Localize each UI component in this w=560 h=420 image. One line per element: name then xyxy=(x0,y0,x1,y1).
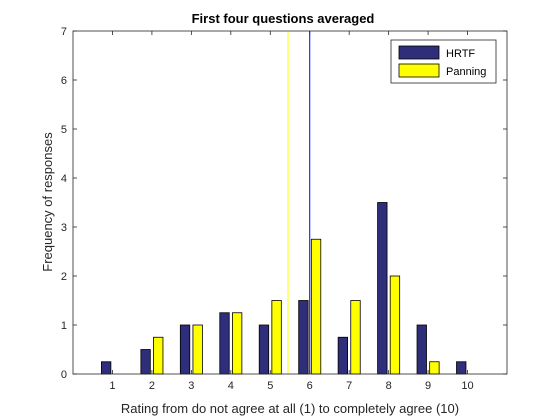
x-tick-label: 6 xyxy=(307,380,313,392)
plot-area xyxy=(73,31,507,374)
y-tick-label: 5 xyxy=(61,124,67,136)
bar-panning-6 xyxy=(310,238,322,375)
y-tick-label: 6 xyxy=(61,75,67,87)
bar-hrtf-3 xyxy=(179,324,191,375)
ticks-layer: 1 2 3 4 5 6 7 8 9 10 0 1 2 3 4 5 6 7 xyxy=(61,26,507,392)
bar-hrtf-7 xyxy=(337,336,349,375)
x-tick-label: 8 xyxy=(386,380,392,392)
x-tick-label: 4 xyxy=(228,380,234,392)
x-tick-label: 10 xyxy=(461,380,473,392)
bar-hrtf-5 xyxy=(258,324,270,375)
bar-hrtf-9 xyxy=(416,324,427,375)
legend-swatch-hrtf xyxy=(398,45,440,60)
bar-panning-8 xyxy=(389,275,401,375)
bar-hrtf-1 xyxy=(101,361,112,375)
y-axis-label: Frequency of responses xyxy=(40,132,55,272)
legend-label-panning: Panning xyxy=(446,66,486,78)
x-tick-label: 1 xyxy=(109,380,115,392)
x-tick-label: 7 xyxy=(346,380,352,392)
x-tick-label: 2 xyxy=(149,380,155,392)
y-tick-label: 2 xyxy=(61,271,67,283)
bar-hrtf-8 xyxy=(377,202,388,375)
x-tick-label: 3 xyxy=(188,380,194,392)
bar-panning-3 xyxy=(192,324,203,375)
y-tick-label: 7 xyxy=(61,26,67,38)
y-tick-label: 4 xyxy=(61,173,67,185)
bar-hrtf-2 xyxy=(140,349,151,375)
y-tick-label: 0 xyxy=(61,369,67,381)
mean-lines-layer xyxy=(287,31,311,374)
y-tick-label: 3 xyxy=(61,222,67,234)
x-tick-label: 5 xyxy=(267,380,273,392)
x-axis-label: Rating from do not agree at all (1) to c… xyxy=(121,401,459,416)
x-tick-label: 9 xyxy=(425,380,431,392)
chart-title: First four questions averaged xyxy=(192,11,375,26)
plot-frame xyxy=(72,30,508,375)
bar-hrtf-4 xyxy=(219,312,230,375)
bar-panning-4 xyxy=(231,312,243,375)
bar-panning-5 xyxy=(271,300,282,375)
bar-panning-7 xyxy=(350,300,361,375)
legend: HRTF Panning xyxy=(390,39,497,84)
y-tick-label: 1 xyxy=(61,320,67,332)
bar-hrtf-10 xyxy=(456,361,467,375)
legend-label-hrtf: HRTF xyxy=(446,48,475,60)
bar-hrtf-6 xyxy=(298,300,309,375)
legend-swatch-panning xyxy=(398,63,440,78)
bar-panning-9 xyxy=(429,361,440,375)
bar-panning-2 xyxy=(153,336,164,375)
